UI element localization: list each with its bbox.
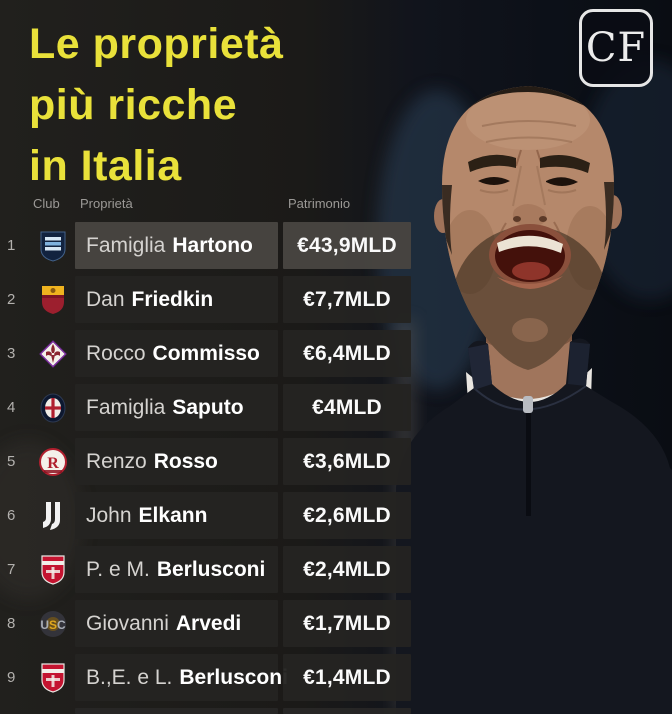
- owner-name-cell: P. e M. Berlusconi: [75, 546, 278, 593]
- juventus-club-badge-icon: [30, 492, 75, 539]
- wealth-cell: €3,6MLD: [283, 438, 411, 485]
- owner-name-cell: Dan Friedkin: [75, 276, 278, 323]
- svg-text:R: R: [47, 455, 59, 472]
- owner-last-name: Berlusconi: [179, 665, 288, 689]
- table-row: 9 B.,E. e L. Berlusconi €1,4MLD: [0, 654, 420, 701]
- monza-club-badge-icon: [30, 654, 75, 701]
- table-row: 3 Rocco Commisso €6,4MLD: [0, 330, 420, 377]
- owner-name-cell: John Elkann: [75, 492, 278, 539]
- table-row: 5 R Renzo Rosso €3,6MLD: [0, 438, 420, 485]
- vicenza-club-badge-icon: R: [30, 438, 75, 485]
- column-header-club: Club: [33, 196, 60, 211]
- owner-name-cell: Famiglia Hartono: [75, 222, 278, 269]
- owner-first-name: Renzo: [86, 449, 147, 473]
- owner-first-name: Dan: [86, 287, 125, 311]
- wealth-cell: €4MLD: [283, 384, 411, 431]
- owner-first-name: P. e M.: [86, 557, 150, 581]
- cremonese-club-badge-icon: USC: [30, 600, 75, 647]
- title-line-3: in Italia: [29, 142, 182, 190]
- monza-club-badge-icon: [30, 546, 75, 593]
- rank-label: 6: [7, 507, 16, 524]
- wealth-value: €6,4MLD: [303, 341, 391, 365]
- owner-name-cell: Rocco Commisso: [75, 330, 278, 377]
- cf-logo-text: CF: [585, 25, 647, 71]
- owner-name-cell: Renzo Rosso: [75, 438, 278, 485]
- table-row: 1 Famiglia Hartono €43,9MLD: [0, 222, 420, 269]
- wealth-value: €1,4MLD: [303, 665, 391, 689]
- owner-last-name: Rosso: [153, 449, 218, 473]
- svg-text:USC: USC: [40, 618, 66, 632]
- owner-first-name: B.,E. e L.: [86, 665, 173, 689]
- rank-label: 8: [7, 615, 16, 632]
- title-line-2: più ricche: [29, 81, 238, 129]
- wealth-cell: €6,4MLD: [283, 330, 411, 377]
- owner-last-name: Saputo: [172, 395, 244, 419]
- table-row: 7 P. e M. Berlusconi €2,4MLD: [0, 546, 420, 593]
- page-title: Le proprietà più ricche in Italia: [29, 14, 284, 197]
- rank-label: 1: [7, 237, 16, 254]
- owner-last-name: Elkann: [138, 503, 208, 527]
- owners-table: 1 Famiglia Hartono €43,9MLD 2 Dan Friedk…: [0, 222, 420, 714]
- column-header-owner: Proprietà: [80, 196, 133, 211]
- wealth-value: €3,6MLD: [303, 449, 391, 473]
- rank-label: 2: [7, 291, 16, 308]
- wealth-value: €7,7MLD: [303, 287, 391, 311]
- wealth-value: €43,9MLD: [297, 233, 397, 257]
- cropped-row-sliver: [0, 708, 420, 714]
- wealth-cell: €7,7MLD: [283, 276, 411, 323]
- fiorentina-club-badge-icon: [30, 330, 75, 377]
- rank-label: 3: [7, 345, 16, 362]
- owner-name-cell: Giovanni Arvedi: [75, 600, 278, 647]
- rank-label: 4: [7, 399, 16, 416]
- owner-first-name: Giovanni: [86, 611, 169, 635]
- wealth-cell: €2,6MLD: [283, 492, 411, 539]
- rank-label: 9: [7, 669, 16, 686]
- table-row: 2 Dan Friedkin €7,7MLD: [0, 276, 420, 323]
- wealth-value: €2,6MLD: [303, 503, 391, 527]
- table-row: 6 John Elkann €2,6MLD: [0, 492, 420, 539]
- owner-last-name: Commisso: [152, 341, 260, 365]
- rank-label: 5: [7, 453, 16, 470]
- owner-last-name: Arvedi: [175, 611, 242, 635]
- como-club-badge-icon: [30, 222, 75, 269]
- title-line-1: Le proprietà: [29, 20, 284, 68]
- wealth-cell: €1,7MLD: [283, 600, 411, 647]
- owner-first-name: John: [86, 503, 132, 527]
- roma-club-badge-icon: [30, 276, 75, 323]
- owner-last-name: Friedkin: [131, 287, 214, 311]
- wealth-value: €4MLD: [312, 395, 382, 419]
- wealth-value: €2,4MLD: [303, 557, 391, 581]
- owner-last-name: Berlusconi: [156, 557, 266, 581]
- column-headers: Club Proprietà Patrimonio: [0, 196, 420, 212]
- table-row: 4 Famiglia Saputo €4MLD: [0, 384, 420, 431]
- owner-last-name: Hartono: [172, 233, 253, 257]
- owner-name-cell: Famiglia Saputo: [75, 384, 278, 431]
- owner-first-name: Rocco: [86, 341, 146, 365]
- wealth-cell: €43,9MLD: [283, 222, 411, 269]
- rank-label: 7: [7, 561, 16, 578]
- wealth-value: €1,7MLD: [303, 611, 391, 635]
- wealth-cell: €2,4MLD: [283, 546, 411, 593]
- owner-first-name: Famiglia: [86, 233, 166, 257]
- bologna-club-badge-icon: [30, 384, 75, 431]
- column-header-wealth: Patrimonio: [288, 196, 351, 211]
- owner-name-cell: B.,E. e L. Berlusconi: [75, 654, 288, 701]
- table-row: 8 USC Giovanni Arvedi €1,7MLD: [0, 600, 420, 647]
- wealth-cell: €1,4MLD: [283, 654, 411, 701]
- owner-first-name: Famiglia: [86, 395, 166, 419]
- cf-logo: CF: [579, 9, 653, 87]
